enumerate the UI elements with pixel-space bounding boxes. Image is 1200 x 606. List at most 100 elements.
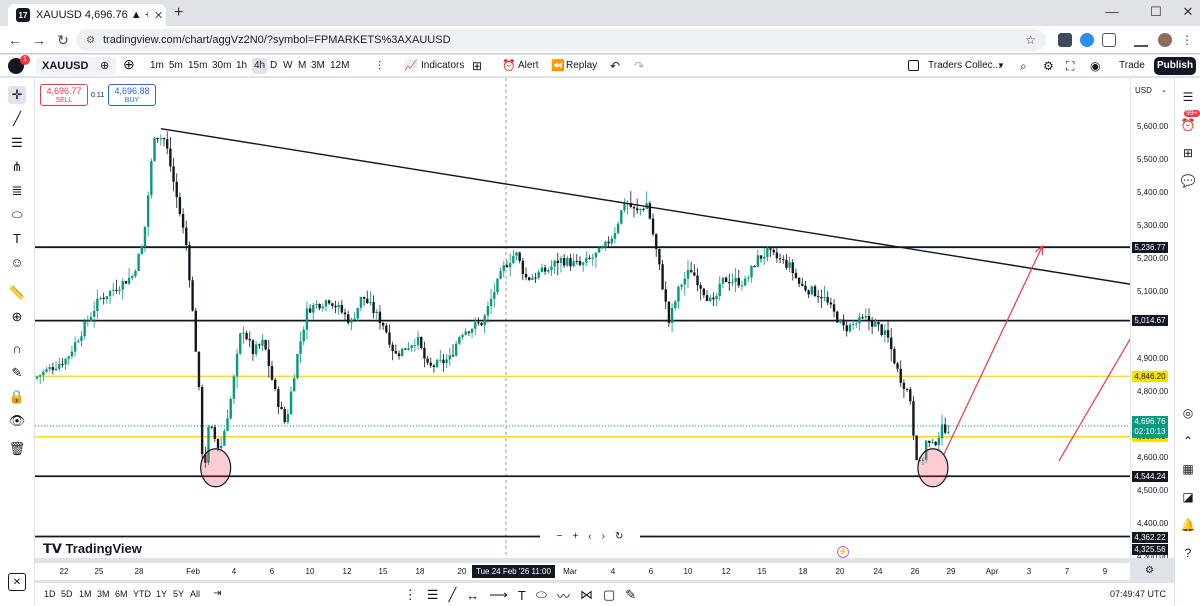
- range-1Y[interactable]: 1Y: [156, 589, 168, 599]
- trendline-tool-icon[interactable]: ╱: [13, 111, 21, 126]
- currency-chevron-down-icon[interactable]: ⌄: [1161, 87, 1167, 94]
- quick-measure-icon[interactable]: ↔: [466, 587, 480, 603]
- indicators-icon[interactable]: 📈: [404, 60, 418, 72]
- quick-hlines-icon[interactable]: ☰: [426, 587, 439, 602]
- timeframe-30m[interactable]: 30m: [212, 60, 232, 71]
- puzzle-icon[interactable]: [1102, 33, 1116, 47]
- timeframe-5m[interactable]: 5m: [169, 60, 183, 71]
- reload-icon[interactable]: ↻: [57, 32, 69, 48]
- timeframe-4h[interactable]: 4h: [252, 58, 268, 74]
- axis-settings-gear-icon[interactable]: ⚙: [1145, 565, 1154, 576]
- alert-icon[interactable]: ⏰: [502, 60, 516, 72]
- watchlist-icon[interactable]: ☰: [1182, 90, 1194, 104]
- timeframe-M[interactable]: M: [298, 60, 307, 71]
- minimize-icon[interactable]: —: [1105, 4, 1119, 19]
- emoji-tool-icon[interactable]: ☺: [10, 255, 24, 270]
- browser-tab[interactable]: 17 XAUUSD 4,696.76 ▲ +1% Trade ✕: [8, 4, 166, 26]
- symbol-search[interactable]: XAUUSD: [36, 57, 116, 75]
- lock-drawing-icon[interactable]: ✎: [11, 365, 23, 380]
- range-5D[interactable]: 5D: [61, 589, 73, 599]
- publish-button[interactable]: Publish: [1154, 57, 1196, 75]
- visibility-eye-icon[interactable]: 👁: [8, 413, 26, 428]
- crosshair-icon[interactable]: ✛: [8, 86, 26, 104]
- redo-icon[interactable]: ↷: [634, 59, 645, 73]
- zoom-in-icon[interactable]: ⊕: [11, 309, 23, 324]
- text-tool-icon[interactable]: T: [13, 231, 21, 246]
- range-All[interactable]: All: [190, 589, 201, 599]
- pitchfork-tool-icon[interactable]: ⋔: [11, 159, 23, 174]
- horizontal-lines-tool-icon[interactable]: ☰: [11, 135, 23, 150]
- sell-button[interactable]: 4,696.77 SELL: [40, 84, 88, 106]
- time-axis[interactable]: 22 25 28 Feb 4 6 10 12 15 18 20 Mar 4 6 10 12 15 18 20 24 26…: [35, 562, 1154, 580]
- chart-pane[interactable]: 4,696.77 SELL 0.11 4,696.88 BUY 𝗧𝗩 Tradi…: [35, 78, 1130, 558]
- quick-pattern-icon[interactable]: ⋈: [580, 587, 593, 602]
- target-icon[interactable]: ◎: [1182, 406, 1194, 420]
- range-6M[interactable]: 6M: [115, 589, 128, 599]
- goto-date-icon[interactable]: ⇥: [213, 588, 222, 599]
- scroll-left-icon[interactable]: ‹: [588, 531, 592, 542]
- timeframe-D[interactable]: D: [270, 60, 278, 71]
- data-window-icon[interactable]: ⊞: [1182, 146, 1194, 160]
- trade-button[interactable]: Trade: [1119, 60, 1145, 71]
- reset-chart-icon[interactable]: ↻: [614, 531, 624, 542]
- timeframe-1h[interactable]: 1h: [236, 60, 248, 71]
- alert-button[interactable]: Alert: [518, 60, 539, 71]
- quick-brush-icon[interactable]: ✎: [625, 587, 637, 602]
- range-3M[interactable]: 3M: [97, 589, 110, 599]
- price-axis[interactable]: USD ⌄ 5,600.00 5,500.00 5,400.00 5,300.00 5,…: [1130, 78, 1174, 558]
- back-icon[interactable]: ←: [8, 32, 22, 48]
- timeframe-3M[interactable]: 3M: [311, 60, 325, 71]
- shapes-tool-icon[interactable]: ⬭: [11, 207, 23, 222]
- replay-button[interactable]: Replay: [566, 60, 598, 71]
- extension-icon[interactable]: [1058, 33, 1072, 47]
- fib-tool-icon[interactable]: ≣: [11, 183, 23, 198]
- alerts-clock-icon[interactable]: ⏰: [1180, 118, 1196, 132]
- notifications-bell-icon[interactable]: 🔔: [1180, 518, 1196, 532]
- zoom-in-nav-icon[interactable]: +: [572, 531, 579, 542]
- undo-icon[interactable]: ↶: [610, 59, 621, 73]
- indicators-button[interactable]: Indicators: [421, 60, 465, 71]
- bookmark-star-icon[interactable]: ☆: [1025, 33, 1036, 47]
- timeframe-1m[interactable]: 1m: [150, 60, 164, 71]
- compare-icon[interactable]: ⊕: [100, 60, 110, 72]
- site-info-icon[interactable]: ⚙: [86, 34, 95, 46]
- timeframe-W[interactable]: W: [283, 60, 293, 71]
- quick-trendline-icon[interactable]: ╱: [448, 587, 457, 602]
- quick-ellipse-icon[interactable]: ⬭: [535, 587, 547, 602]
- settings-gear-icon[interactable]: ⚙: [1043, 59, 1054, 73]
- news-icon[interactable]: ◪: [1182, 490, 1194, 504]
- layout-name[interactable]: Traders Collec...: [928, 60, 1001, 71]
- calendar-icon[interactable]: ▦: [1182, 462, 1194, 476]
- close-window-icon[interactable]: ✕: [1182, 4, 1194, 19]
- layouts-icon[interactable]: ⊞: [472, 59, 483, 73]
- quick-lines-icon[interactable]: ⋮: [403, 587, 417, 602]
- ideas-icon[interactable]: ⌃: [1182, 434, 1194, 448]
- object-tree-icon[interactable]: ✕: [8, 573, 26, 591]
- scroll-right-icon[interactable]: ›: [601, 531, 605, 542]
- quick-search-icon[interactable]: ⌕: [1020, 59, 1027, 73]
- chart-type-candles-icon[interactable]: ⫶: [378, 59, 382, 73]
- replay-icon[interactable]: ⏪: [551, 60, 565, 72]
- price-chart[interactable]: [35, 78, 1130, 558]
- new-tab-button[interactable]: +: [174, 4, 184, 21]
- lock-icon[interactable]: 🔒: [8, 389, 26, 404]
- quick-hray-icon[interactable]: ⟶: [489, 587, 508, 602]
- range-5Y[interactable]: 5Y: [173, 589, 185, 599]
- range-YTD[interactable]: YTD: [133, 589, 151, 599]
- events-lightning-icon[interactable]: ⚡: [837, 546, 849, 558]
- add-symbol-icon[interactable]: ⊕: [123, 56, 135, 72]
- menu-dots-icon[interactable]: ⋮: [1181, 33, 1193, 47]
- profile-avatar[interactable]: [1158, 33, 1172, 47]
- maximize-icon[interactable]: ☐: [1150, 4, 1162, 19]
- range-1D[interactable]: 1D: [44, 589, 56, 599]
- ruler-icon[interactable]: 📏: [8, 285, 26, 300]
- cloud-extension-icon[interactable]: [1080, 33, 1094, 47]
- forward-icon[interactable]: →: [32, 32, 46, 48]
- timeframe-12M[interactable]: 12M: [330, 60, 350, 71]
- timeframe-15m[interactable]: 15m: [188, 60, 208, 71]
- buy-button[interactable]: 4,696.88 BUY: [108, 84, 156, 106]
- quick-path-icon[interactable]: 〰: [556, 588, 570, 604]
- trash-icon[interactable]: 🗑: [8, 441, 26, 456]
- help-icon[interactable]: ?: [1184, 546, 1192, 560]
- quick-text-icon[interactable]: T: [517, 587, 526, 603]
